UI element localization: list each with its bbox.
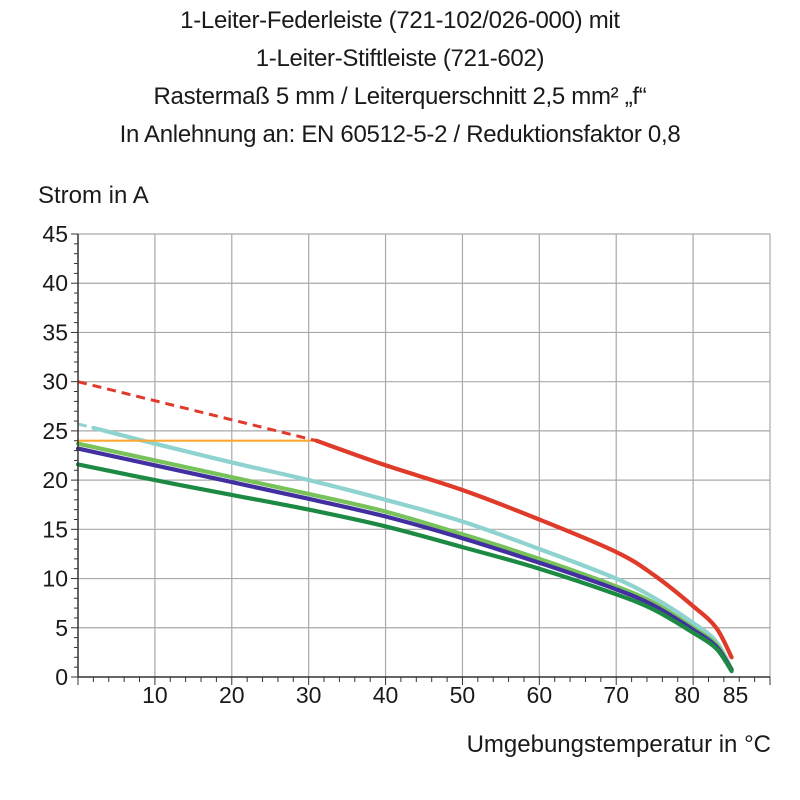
y-tick-label-25: 25 (42, 418, 68, 444)
series-2-line (91, 425, 734, 672)
x-tick-label-30: 30 (296, 682, 322, 708)
x-tick-label-70: 70 (603, 682, 629, 708)
y-tick-label-45: 45 (42, 221, 68, 247)
x-tick-label-80: 80 (674, 682, 700, 708)
y-tick-label-15: 15 (42, 516, 68, 542)
x-tick-label-85: 85 (723, 682, 749, 708)
y-tick-label-10: 10 (42, 566, 68, 592)
title-line-3: Rastermaß 5 mm / Leiterquerschnitt 2,5 m… (153, 83, 647, 110)
series-0-line (314, 438, 734, 660)
x-tick-label-40: 40 (373, 682, 399, 708)
x-tick-label-10: 10 (142, 682, 168, 708)
y-tick-label-20: 20 (42, 467, 68, 493)
grid (78, 233, 771, 677)
x-tick-label-60: 60 (527, 682, 553, 708)
x-tick-label-20: 20 (219, 682, 245, 708)
axes (71, 233, 771, 685)
y-tick-label-30: 30 (42, 369, 68, 395)
series-0-dashed (77, 380, 317, 443)
title-line-4: In Anlehnung an: EN 60512-5-2 / Reduktio… (119, 121, 681, 148)
title-line-1: 1-Leiter-Federleiste (721-102/026-000) m… (180, 7, 620, 34)
y-tick-label-40: 40 (42, 270, 68, 296)
series-5-line (75, 462, 734, 674)
chart-title: 1-Leiter-Federleiste (721-102/026-000) m… (0, 2, 800, 154)
series-layer (75, 380, 734, 674)
tick-labels: 10 20 30 40 50 60 70 80 85 0 5 10 15 20 25 30 35 40 45 (42, 221, 748, 708)
series-4-line (75, 446, 734, 673)
y-tick-label-35: 35 (42, 319, 68, 345)
y-axis-label: Strom in A (38, 182, 149, 209)
y-tick-label-5: 5 (55, 615, 68, 641)
title-line-2: 1-Leiter-Stiftleiste (721-602) (255, 45, 545, 72)
x-axis-label: Umgebungstemperatur in °C (466, 731, 771, 758)
series-3-line (75, 441, 734, 672)
x-tick-label-50: 50 (450, 682, 476, 708)
series-2-dashed (77, 422, 94, 430)
y-tick-label-0: 0 (55, 664, 68, 690)
